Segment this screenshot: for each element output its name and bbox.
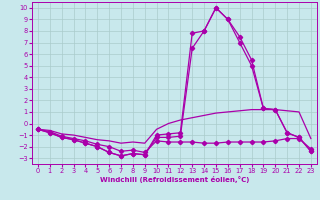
X-axis label: Windchill (Refroidissement éolien,°C): Windchill (Refroidissement éolien,°C) [100, 176, 249, 183]
